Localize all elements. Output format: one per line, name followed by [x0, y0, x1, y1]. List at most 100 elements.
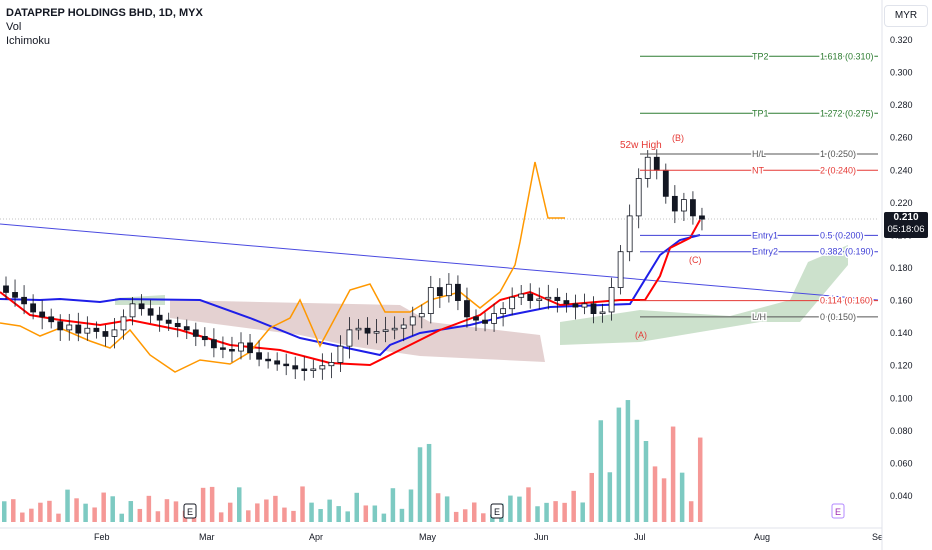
volume-bar — [38, 502, 43, 522]
candle-body — [310, 368, 317, 372]
time-tick-label: May — [419, 532, 437, 542]
last-price: 0.210 — [893, 212, 919, 223]
candle-body — [66, 324, 73, 331]
volume-bar — [435, 493, 441, 522]
fib-level-ratio: 0.114 (0.160) — [820, 296, 873, 306]
candle-body — [473, 316, 479, 321]
fib-level-name: NT — [752, 165, 764, 175]
volume-bar — [481, 513, 486, 522]
volume-bar — [291, 510, 296, 522]
kijun-line — [0, 234, 701, 357]
volume-bar — [318, 509, 323, 522]
wave-label-a: (A) — [635, 330, 647, 340]
candle-body — [174, 322, 181, 328]
earnings-event-marker — [490, 503, 504, 519]
indicator-vol[interactable]: Vol — [6, 21, 22, 33]
kumo-bear — [170, 300, 545, 362]
earnings-event-marker — [831, 503, 845, 519]
candle-body — [292, 365, 299, 370]
candle-body — [608, 287, 615, 313]
volume-bar — [20, 512, 25, 522]
volume-bar — [164, 499, 170, 522]
candle-body — [455, 283, 461, 301]
candle-body — [192, 329, 199, 337]
volume-bar — [83, 503, 88, 522]
fib-level-name: H/L — [752, 149, 766, 159]
candle-body — [156, 314, 163, 321]
candle-body — [111, 329, 118, 337]
candle-body — [12, 292, 18, 298]
earnings-event-label: E — [835, 507, 841, 517]
indicator-ichimoku[interactable]: Ichimoku — [6, 35, 51, 47]
volume-bar — [363, 505, 369, 522]
fib-level-name: Entry1 — [752, 230, 778, 240]
price-tick-label: 0.100 — [890, 393, 913, 403]
candle-body — [653, 156, 660, 171]
candle-body — [355, 327, 362, 331]
candle-body — [229, 349, 235, 352]
candle-body — [238, 342, 244, 352]
volume-bar — [128, 501, 134, 522]
candle-body — [210, 339, 217, 349]
volume-bar — [264, 499, 269, 522]
candle-body — [699, 215, 705, 220]
price-tick-label: 0.320 — [890, 35, 913, 45]
volume-bar — [616, 407, 622, 522]
candle-body — [409, 316, 416, 326]
time-tick-label: Aug — [754, 532, 770, 542]
candle-body — [690, 199, 696, 217]
volume-bar — [282, 507, 287, 522]
candle-body — [84, 327, 91, 334]
volume-bar — [47, 500, 52, 522]
volume-bar — [634, 419, 640, 522]
fib-level-ratio: 1 (0.250) — [820, 149, 856, 159]
volume-bar — [399, 508, 405, 522]
time-tick-label: Mar — [199, 532, 215, 542]
volume-bar — [625, 400, 631, 522]
candle-body — [265, 358, 272, 362]
volume-bar — [381, 513, 387, 522]
chikou-line — [0, 161, 565, 373]
fib-level-name: TP2 — [752, 51, 769, 61]
currency-button[interactable]: MYR — [884, 5, 928, 27]
price-tick-label: 0.040 — [890, 491, 913, 501]
candle-body — [445, 283, 452, 297]
fib-level-ratio: 0 (0.150) — [820, 312, 856, 322]
candle-body — [626, 215, 633, 253]
volume-bar — [417, 447, 423, 522]
volume-bar — [526, 487, 531, 522]
candle-body — [220, 347, 226, 350]
earnings-event-label: E — [494, 507, 500, 517]
candle-body — [491, 313, 497, 324]
time-tick-label: Se — [872, 532, 883, 542]
candle-body — [418, 313, 425, 318]
candle-body — [337, 345, 344, 363]
time-tick-label: Jul — [634, 532, 646, 542]
volume-bar — [535, 506, 540, 522]
earnings-event-marker — [183, 503, 197, 519]
kumo-bull-future — [560, 245, 848, 345]
candle-body — [590, 303, 597, 315]
fib-level-name: L/H — [752, 312, 766, 322]
bar-countdown: 05:18:06 — [887, 224, 925, 235]
candle-body — [48, 316, 55, 323]
candle-body — [364, 327, 371, 334]
volume-bar — [544, 502, 549, 522]
candle-body — [427, 287, 434, 314]
volume-bar — [227, 502, 233, 522]
candle-body — [21, 296, 27, 305]
wave-label-c: (C) — [689, 255, 702, 265]
candle-body — [509, 296, 516, 310]
volume-bar — [74, 498, 79, 522]
volume-bar — [65, 489, 70, 522]
candle-body — [256, 352, 262, 360]
volume-bar — [137, 508, 143, 522]
tenkan-line — [0, 219, 701, 367]
candle-body — [536, 298, 543, 301]
candle-body — [3, 285, 9, 293]
volume-bar — [345, 511, 350, 522]
volume-bar — [209, 486, 215, 522]
price-tick-label: 0.080 — [890, 426, 913, 436]
candle-body — [391, 327, 398, 331]
